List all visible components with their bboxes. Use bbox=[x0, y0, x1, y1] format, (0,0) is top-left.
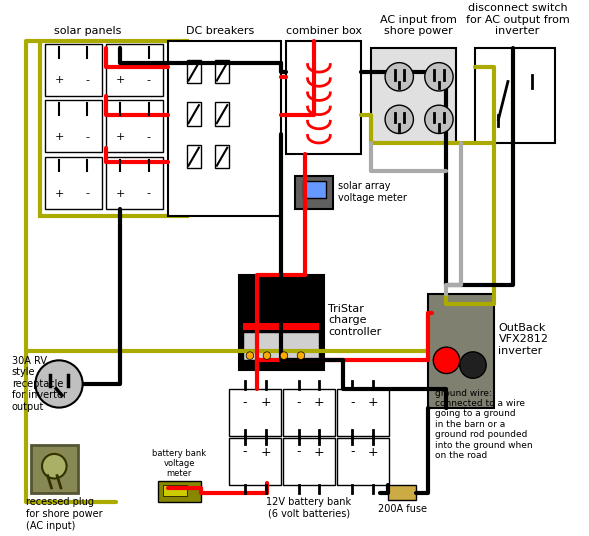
Text: 30A RV
style
receptacle
for inverter
output: 30A RV style receptacle for inverter out… bbox=[12, 355, 67, 412]
Text: recessed plug
for shore power
(AC input): recessed plug for shore power (AC input) bbox=[26, 497, 102, 531]
Bar bbox=[337, 389, 389, 436]
Bar bbox=[168, 41, 281, 216]
Text: 12V battery bank
(6 volt batteries): 12V battery bank (6 volt batteries) bbox=[266, 497, 352, 519]
Bar bbox=[215, 102, 229, 126]
Bar bbox=[371, 48, 456, 143]
Text: +: + bbox=[54, 75, 64, 85]
Text: +: + bbox=[116, 189, 125, 198]
Bar bbox=[158, 481, 201, 502]
Text: combiner box: combiner box bbox=[286, 26, 362, 36]
Bar bbox=[215, 60, 229, 84]
Bar bbox=[388, 485, 416, 500]
Text: +: + bbox=[314, 396, 325, 410]
Text: +: + bbox=[54, 189, 64, 198]
Bar bbox=[40, 41, 187, 216]
Circle shape bbox=[280, 352, 287, 360]
Text: DC breakers: DC breakers bbox=[186, 26, 254, 36]
Circle shape bbox=[35, 360, 82, 407]
Text: battery bank
voltage
meter: battery bank voltage meter bbox=[152, 449, 206, 479]
Text: +: + bbox=[54, 132, 64, 142]
Circle shape bbox=[425, 105, 453, 133]
Bar bbox=[215, 145, 229, 168]
Circle shape bbox=[297, 352, 305, 360]
Bar bbox=[106, 100, 163, 152]
Bar bbox=[243, 332, 319, 360]
Bar bbox=[187, 145, 201, 168]
Circle shape bbox=[460, 352, 486, 378]
Text: disconnect switch
for AC output from
inverter: disconnect switch for AC output from inv… bbox=[465, 3, 569, 36]
Bar bbox=[229, 438, 281, 485]
Circle shape bbox=[246, 352, 254, 360]
Text: +: + bbox=[314, 445, 325, 458]
Text: -: - bbox=[296, 445, 301, 458]
Bar bbox=[187, 60, 201, 84]
Bar bbox=[303, 181, 326, 198]
Bar bbox=[295, 176, 333, 209]
Bar bbox=[283, 389, 335, 436]
Text: -: - bbox=[85, 132, 90, 142]
Bar bbox=[239, 276, 323, 370]
Text: TriStar
charge
controller: TriStar charge controller bbox=[328, 303, 382, 337]
Text: +: + bbox=[116, 75, 125, 85]
Text: OutBack
VFX2812
inverter: OutBack VFX2812 inverter bbox=[498, 323, 548, 356]
Bar bbox=[45, 44, 101, 96]
Bar bbox=[428, 294, 494, 407]
Text: +: + bbox=[260, 396, 271, 410]
Text: solar array
voltage meter: solar array voltage meter bbox=[338, 181, 406, 203]
Text: -: - bbox=[243, 396, 247, 410]
Text: -: - bbox=[147, 132, 151, 142]
Bar bbox=[337, 438, 389, 485]
Bar bbox=[31, 445, 78, 493]
Circle shape bbox=[434, 347, 460, 374]
Circle shape bbox=[42, 454, 67, 479]
Text: +: + bbox=[368, 396, 379, 410]
Bar bbox=[106, 157, 163, 209]
Bar bbox=[243, 323, 319, 330]
Text: -: - bbox=[296, 396, 301, 410]
Text: -: - bbox=[350, 396, 355, 410]
Text: +: + bbox=[368, 445, 379, 458]
Text: -: - bbox=[85, 189, 90, 198]
Circle shape bbox=[263, 352, 271, 360]
Bar bbox=[475, 48, 555, 143]
Text: 200A fuse: 200A fuse bbox=[378, 504, 426, 514]
Text: -: - bbox=[350, 445, 355, 458]
Text: AC input from
shore power: AC input from shore power bbox=[380, 14, 456, 36]
Text: -: - bbox=[243, 445, 247, 458]
Bar bbox=[106, 44, 163, 96]
Bar bbox=[187, 102, 201, 126]
Circle shape bbox=[385, 105, 413, 133]
Bar bbox=[229, 389, 281, 436]
Bar bbox=[45, 157, 101, 209]
Text: -: - bbox=[147, 189, 151, 198]
Text: ground wire:
connected to a wire
going to a ground
in the barn or a
ground rod p: ground wire: connected to a wire going t… bbox=[435, 389, 533, 460]
Text: +: + bbox=[260, 445, 271, 458]
Bar bbox=[283, 438, 335, 485]
Text: -: - bbox=[147, 75, 151, 85]
Bar bbox=[163, 485, 187, 496]
Text: solar panels: solar panels bbox=[54, 26, 121, 36]
Bar bbox=[286, 41, 362, 154]
Text: +: + bbox=[116, 132, 125, 142]
Circle shape bbox=[425, 63, 453, 91]
Circle shape bbox=[385, 63, 413, 91]
Text: -: - bbox=[85, 75, 90, 85]
Bar bbox=[45, 100, 101, 152]
